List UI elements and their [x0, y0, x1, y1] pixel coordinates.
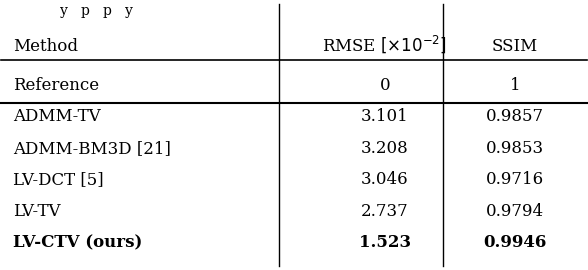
Text: ADMM-TV: ADMM-TV: [13, 108, 101, 125]
Text: 2.737: 2.737: [361, 203, 409, 220]
Text: Reference: Reference: [13, 77, 99, 94]
Text: Method: Method: [13, 38, 78, 55]
Text: 0.9716: 0.9716: [486, 171, 544, 188]
Text: 0: 0: [379, 77, 390, 94]
Text: RMSE $[\times10^{-2}]$: RMSE $[\times10^{-2}]$: [322, 33, 447, 55]
Text: 1: 1: [510, 77, 520, 94]
Text: 1.523: 1.523: [359, 234, 411, 251]
Text: 0.9853: 0.9853: [486, 140, 544, 157]
Text: ADMM-BM3D [21]: ADMM-BM3D [21]: [13, 140, 171, 157]
Text: LV-DCT [5]: LV-DCT [5]: [13, 171, 103, 188]
Text: y   p   p   y: y p p y: [60, 4, 133, 18]
Text: 0.9857: 0.9857: [486, 108, 544, 125]
Text: 3.046: 3.046: [361, 171, 409, 188]
Text: LV-TV: LV-TV: [13, 203, 61, 220]
Text: 3.101: 3.101: [361, 108, 409, 125]
Text: LV-CTV (ours): LV-CTV (ours): [13, 234, 142, 251]
Text: SSIM: SSIM: [492, 38, 538, 55]
Text: 0.9794: 0.9794: [486, 203, 544, 220]
Text: 0.9946: 0.9946: [483, 234, 547, 251]
Text: 3.208: 3.208: [361, 140, 409, 157]
